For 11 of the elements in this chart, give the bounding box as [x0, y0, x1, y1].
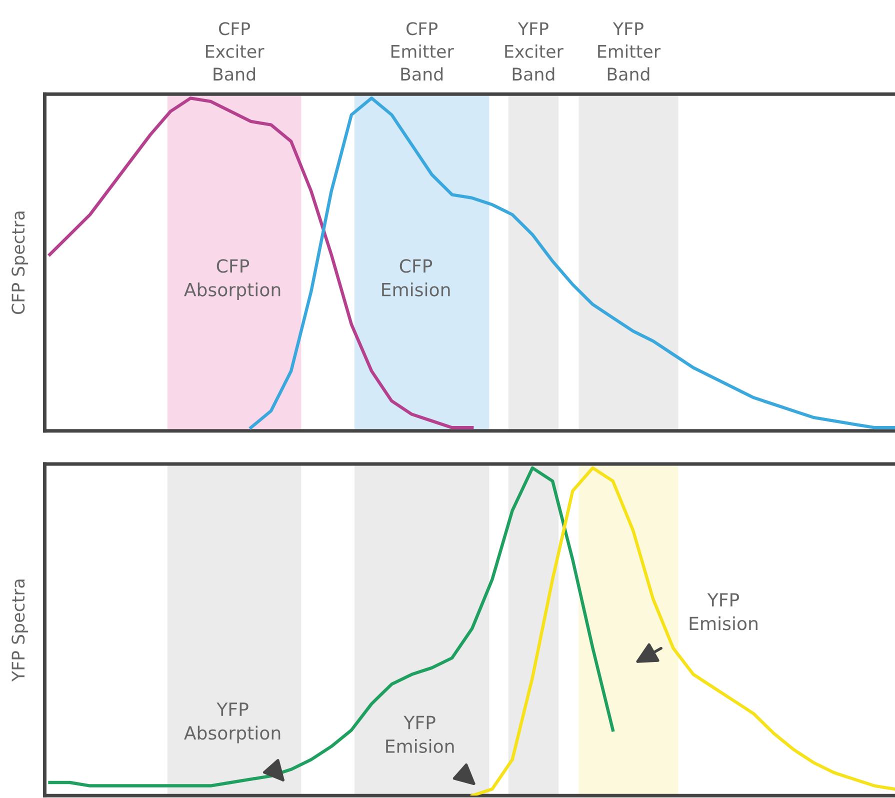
- text: CFP Emitter Band: [391, 22, 454, 81]
- annotation: CFP Absorption: [184, 259, 280, 300]
- annotation: YFP Emision: [690, 593, 758, 630]
- y-axis-title: CFP Spectra: [12, 212, 28, 314]
- text: CFP Exciter Band: [206, 22, 264, 81]
- annotation: YFP Emision: [386, 716, 454, 753]
- text: YFP Exciter Band: [505, 22, 564, 81]
- annotation: YFP Absorption: [184, 702, 280, 744]
- y-axis-title: YFP Spectra: [12, 580, 28, 682]
- text: YFP Emitter Band: [598, 22, 661, 81]
- annotation: CFP Emision: [382, 259, 450, 296]
